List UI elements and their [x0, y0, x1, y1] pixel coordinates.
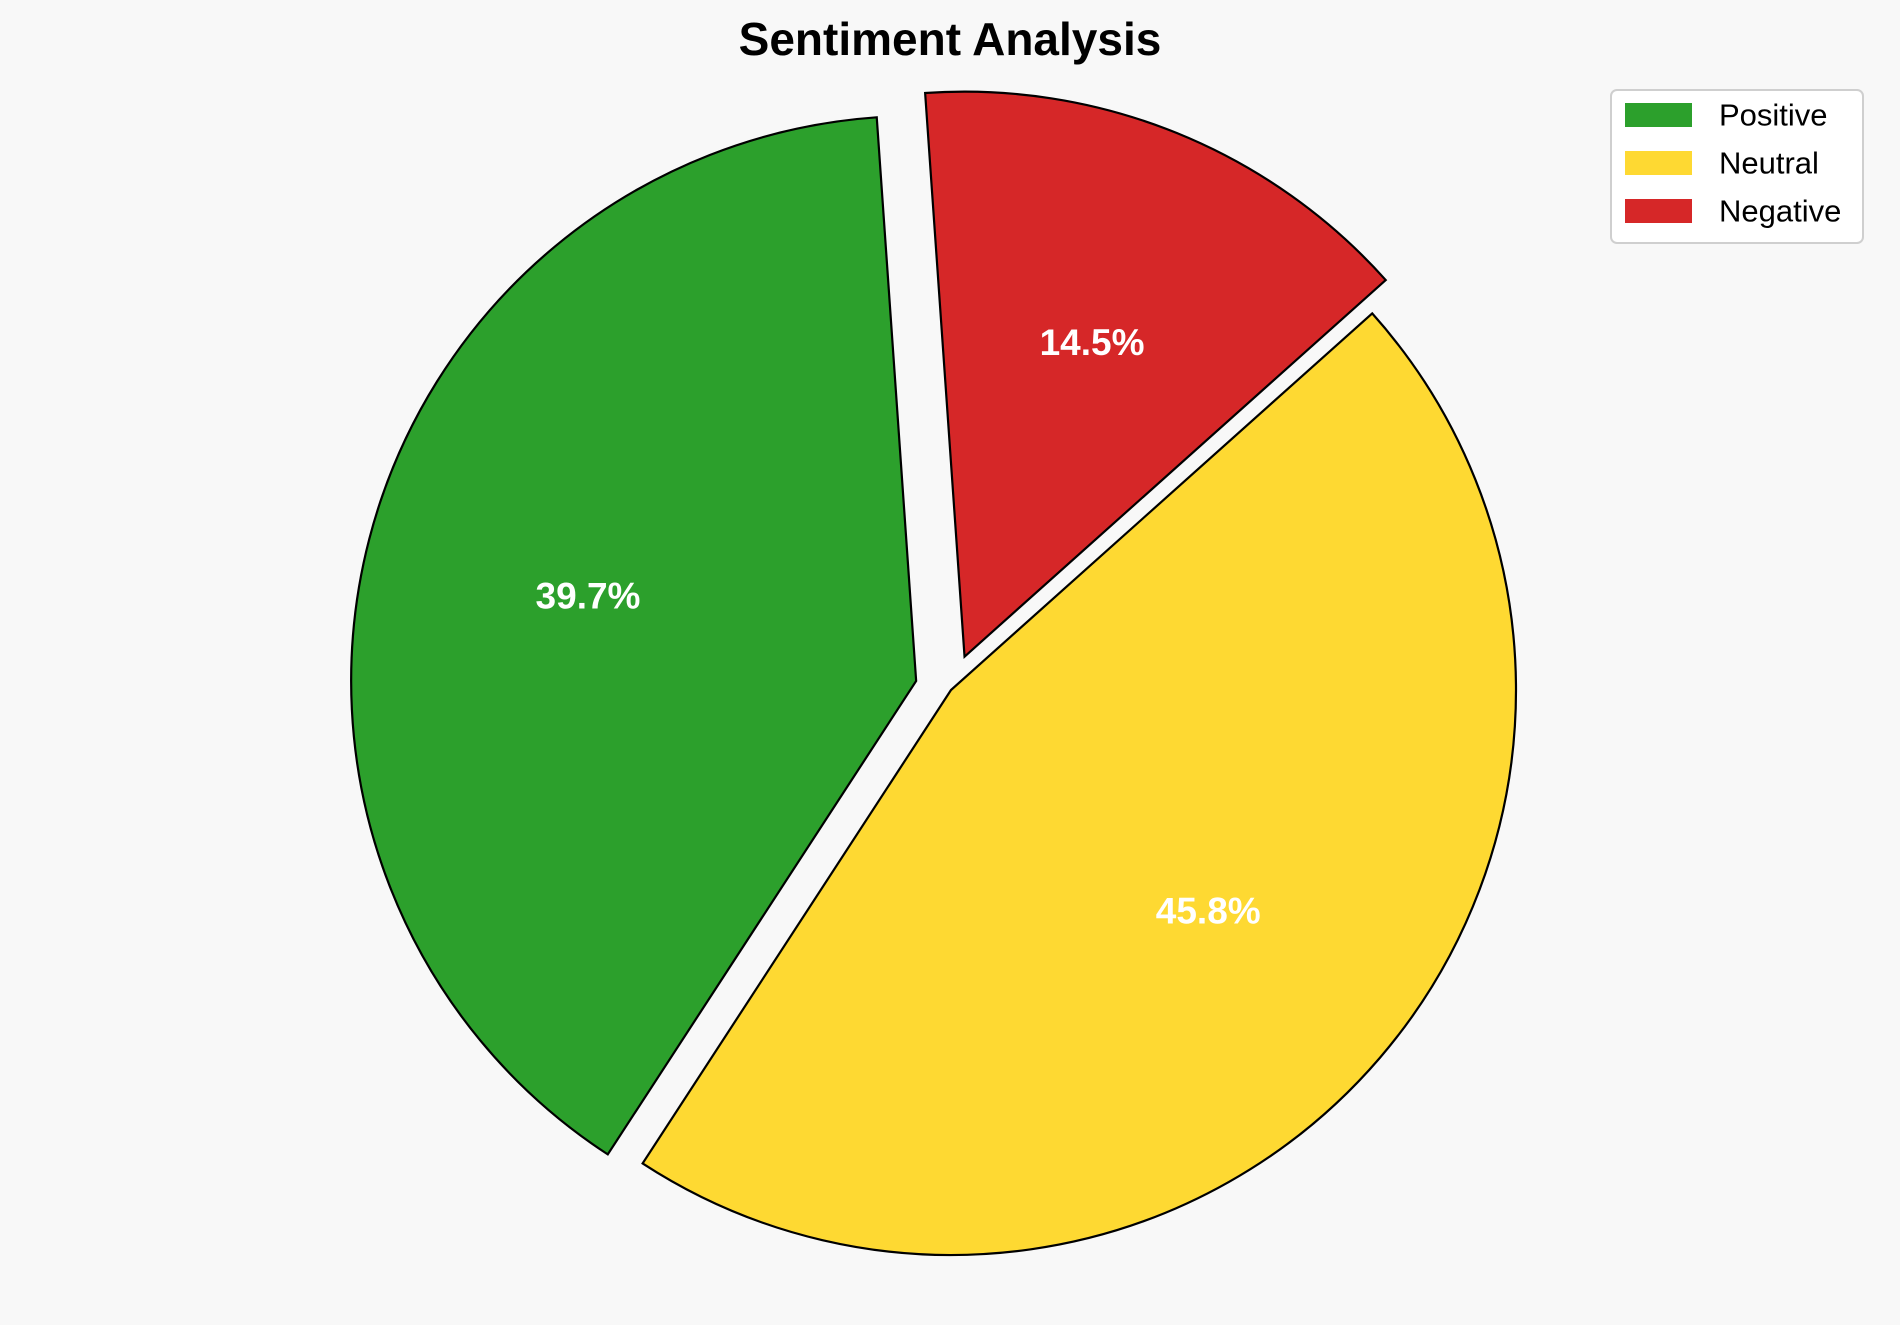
pie-slice-neutral [641, 311, 1518, 1257]
legend-swatch-positive [1625, 103, 1692, 127]
pie-slice-labels: 39.7% 45.8% 14.5% [536, 322, 1261, 931]
legend-label-negative: Negative [1719, 194, 1841, 229]
legend-swatch-neutral [1625, 151, 1692, 175]
chart-title: Sentiment Analysis [739, 13, 1162, 65]
legend: Positive Neutral Negative [1610, 89, 1864, 244]
pie-slices [350, 90, 1518, 1257]
slice-label-negative: 14.5% [1040, 322, 1145, 363]
legend-swatch-negative [1625, 199, 1692, 223]
pie-slice-negative [923, 90, 1388, 659]
slice-label-positive: 39.7% [536, 575, 641, 616]
legend-label-positive: Positive [1719, 98, 1828, 133]
slice-label-neutral: 45.8% [1156, 890, 1261, 931]
legend-label-neutral: Neutral [1719, 146, 1819, 181]
pie-slice-positive [350, 116, 918, 1156]
